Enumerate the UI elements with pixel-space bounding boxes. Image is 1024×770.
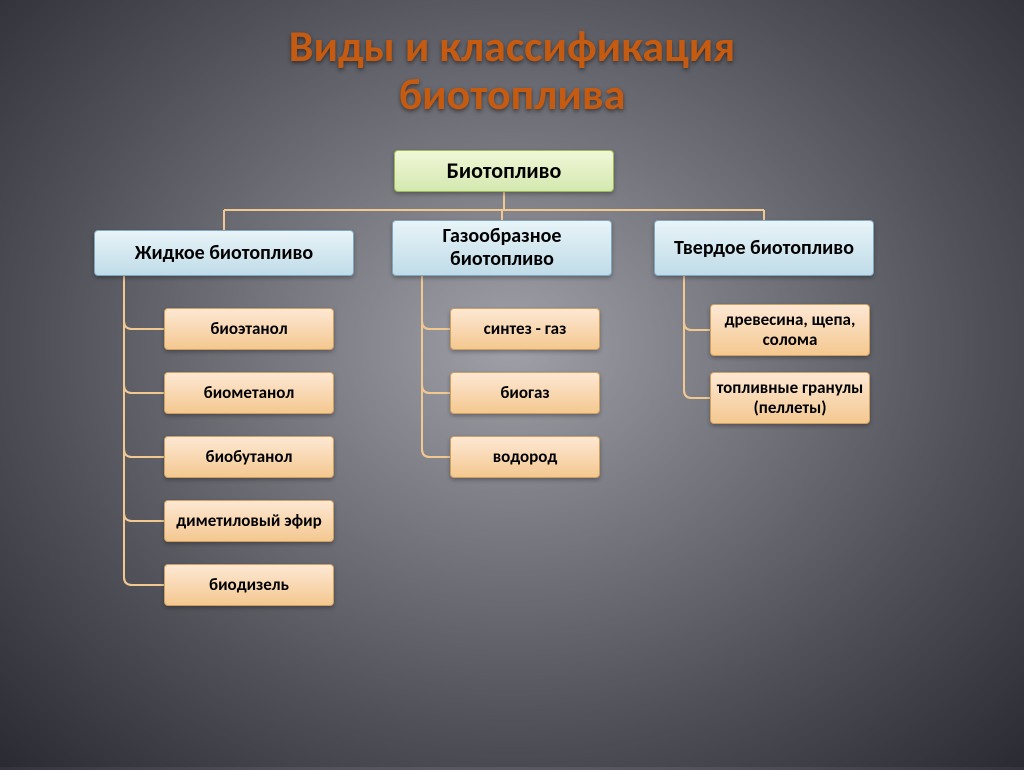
title-line-1: Виды и классификация (289, 19, 735, 73)
root-node: Биотопливо (394, 150, 614, 192)
category-gas: Газообразное биотопливо (392, 220, 612, 276)
leaf-gas-2: водород (450, 436, 600, 478)
leaf-solid-0: древесина, щепа, солома (710, 304, 870, 356)
leaf-liquid-0: биоэтанол (164, 308, 334, 350)
leaf-liquid-1: биометанол (164, 372, 334, 414)
category-liquid: Жидкое биотопливо (94, 230, 354, 276)
category-solid: Твердое биотопливо (654, 220, 874, 276)
leaf-liquid-3: диметиловый эфир (164, 500, 334, 542)
leaf-gas-1: биогаз (450, 372, 600, 414)
leaf-gas-0: синтез - газ (450, 308, 600, 350)
leaf-solid-1: топливные гранулы (пеллеты) (710, 372, 870, 424)
leaf-liquid-2: биобутанол (164, 436, 334, 478)
slide-title: Виды и классификация биотоплива (0, 0, 1024, 119)
title-line-2: биотоплива (399, 67, 626, 121)
leaf-liquid-4: биодизель (164, 564, 334, 606)
